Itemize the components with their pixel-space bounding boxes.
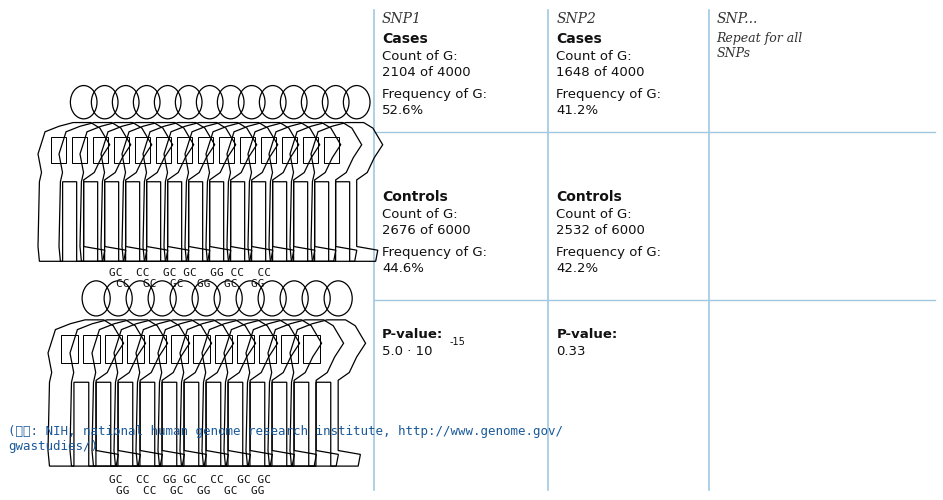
- Text: 41.2%: 41.2%: [556, 104, 599, 117]
- Text: Count of G:: Count of G:: [556, 208, 632, 221]
- Text: Count of G:: Count of G:: [382, 50, 457, 63]
- Text: Frequency of G:: Frequency of G:: [556, 246, 661, 259]
- Text: Count of G:: Count of G:: [382, 208, 457, 221]
- Text: 52.6%: 52.6%: [382, 104, 424, 117]
- Bar: [61, 336, 77, 363]
- Bar: [238, 336, 254, 363]
- Bar: [281, 336, 298, 363]
- Text: (출처: NIH, national human genome research institute, http://www.genome.gov/
gwast: (출처: NIH, national human genome research…: [8, 425, 563, 453]
- Bar: [240, 138, 256, 163]
- Text: Controls: Controls: [556, 190, 622, 204]
- Text: Frequency of G:: Frequency of G:: [556, 88, 661, 101]
- Bar: [83, 336, 100, 363]
- Text: GG  CC  GC  GG  GC  GG: GG CC GC GG GC GG: [116, 486, 264, 496]
- Text: CC  GC  GC  GG  GC  GG: CC GC GC GG GC GG: [116, 279, 264, 289]
- Text: Frequency of G:: Frequency of G:: [382, 88, 487, 101]
- Text: 5.0 · 10: 5.0 · 10: [382, 345, 433, 358]
- Text: Controls: Controls: [382, 190, 448, 204]
- Text: 42.2%: 42.2%: [556, 262, 599, 275]
- Text: P-value:: P-value:: [556, 328, 618, 341]
- Bar: [198, 138, 213, 163]
- Bar: [135, 138, 150, 163]
- Bar: [172, 336, 188, 363]
- Bar: [127, 336, 143, 363]
- Text: SNP...: SNP...: [717, 12, 758, 26]
- Text: 0.33: 0.33: [556, 345, 586, 358]
- Bar: [215, 336, 232, 363]
- Bar: [156, 138, 171, 163]
- Bar: [259, 336, 275, 363]
- Text: 2532 of 6000: 2532 of 6000: [556, 224, 645, 237]
- Text: SNP1: SNP1: [382, 12, 422, 26]
- Text: P-value:: P-value:: [382, 328, 443, 341]
- Text: Repeat for all
SNPs: Repeat for all SNPs: [717, 32, 802, 60]
- Text: 1648 of 4000: 1648 of 4000: [556, 66, 645, 79]
- Bar: [176, 138, 192, 163]
- Bar: [304, 336, 320, 363]
- Bar: [282, 138, 297, 163]
- Bar: [106, 336, 122, 363]
- Text: Count of G:: Count of G:: [556, 50, 632, 63]
- Bar: [51, 138, 66, 163]
- Text: -15: -15: [450, 337, 466, 347]
- Text: Cases: Cases: [382, 32, 428, 46]
- Text: GC  CC  GC GC  GG CC  CC: GC CC GC GC GG CC CC: [109, 268, 271, 278]
- Text: Cases: Cases: [556, 32, 603, 46]
- Text: SNP2: SNP2: [556, 12, 596, 26]
- Bar: [323, 138, 339, 163]
- Text: 2104 of 4000: 2104 of 4000: [382, 66, 471, 79]
- Bar: [303, 138, 318, 163]
- Text: 2676 of 6000: 2676 of 6000: [382, 224, 471, 237]
- Bar: [114, 138, 129, 163]
- Bar: [92, 138, 108, 163]
- Text: Frequency of G:: Frequency of G:: [382, 246, 487, 259]
- Text: 44.6%: 44.6%: [382, 262, 423, 275]
- Bar: [72, 138, 87, 163]
- Text: GC  CC  GG GC  CC  GC GC: GC CC GG GC CC GC GC: [109, 475, 271, 485]
- Bar: [193, 336, 209, 363]
- Bar: [260, 138, 276, 163]
- Bar: [149, 336, 166, 363]
- Bar: [219, 138, 234, 163]
